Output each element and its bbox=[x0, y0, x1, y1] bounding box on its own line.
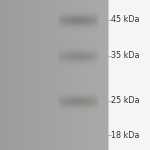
Text: 18 kDa: 18 kDa bbox=[111, 130, 139, 140]
Text: 25 kDa: 25 kDa bbox=[111, 96, 140, 105]
Bar bbox=[108, 0, 150, 150]
Text: 45 kDa: 45 kDa bbox=[111, 15, 140, 24]
Bar bbox=[0, 0, 108, 150]
Text: 35 kDa: 35 kDa bbox=[111, 51, 140, 60]
